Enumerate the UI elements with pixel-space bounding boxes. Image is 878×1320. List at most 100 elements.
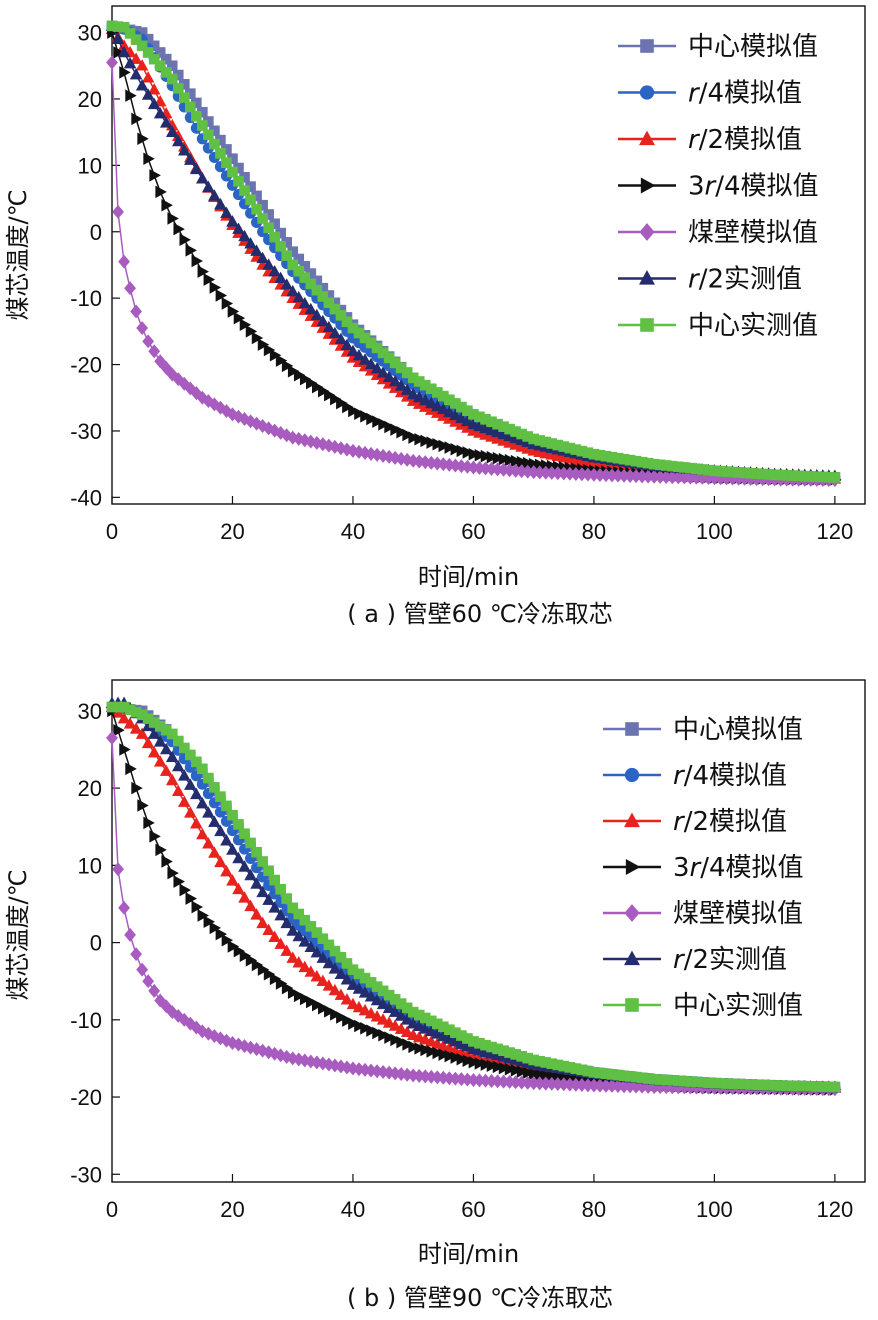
data-point [179,233,191,246]
data-point [366,412,378,426]
x-tick-label: 100 [696,519,733,544]
y-tick-label: -20 [70,353,102,378]
data-point [370,993,384,1006]
data-point [245,954,258,967]
data-point [323,297,335,309]
legend-marker [625,722,639,736]
data-point [112,862,124,877]
data-point [147,727,161,739]
x-axis-title: 时间/min [418,1240,519,1268]
data-point [443,405,456,418]
data-point [125,762,137,776]
data-point [202,837,215,849]
data-point [522,1066,535,1079]
data-point [178,795,191,807]
data-point [504,453,517,467]
legend-label: 中心模拟值 [688,32,818,62]
y-tick-label: -30 [70,1162,102,1187]
data-point [486,1059,499,1073]
x-tick-label: 20 [220,519,244,544]
data-point [118,254,130,269]
data-point [316,951,330,963]
data-point [178,144,191,156]
data-point [281,981,294,995]
y-tick-label: -10 [70,1008,102,1033]
legend-label: 3r/4模拟值 [688,172,819,202]
data-point [299,914,311,926]
data-point [190,817,203,829]
data-point [173,222,185,236]
data-point [125,89,137,102]
data-point [286,924,299,936]
data-point [257,213,268,224]
x-axis-title: 时间/min [418,563,519,591]
data-point [449,408,462,421]
legend-marker [624,767,640,783]
legend-marker [625,859,641,875]
data-point [305,278,317,290]
data-point [196,796,209,809]
data-point [328,326,342,339]
data-point [268,901,281,913]
data-point [184,778,197,790]
data-point [298,960,312,973]
data-point [269,349,282,362]
data-point [147,745,161,758]
data-point [312,380,324,394]
y-tick-label: 30 [78,21,102,46]
data-point [299,992,312,1006]
data-point [257,856,268,867]
data-point [251,958,264,972]
y-axis-title: 煤芯温度/℃ [4,189,32,320]
data-point [510,454,523,468]
data-point [474,448,487,462]
data-point [510,1064,523,1077]
data-point [263,222,274,234]
data-point [364,990,378,1002]
data-point [310,308,324,321]
x-tick-label: 120 [817,1197,854,1222]
data-point [280,916,293,929]
data-point [328,962,342,974]
data-point [172,759,185,772]
data-point [336,1011,348,1024]
data-point [119,743,131,756]
data-point [251,846,262,858]
data-point [364,357,378,370]
data-point [498,452,511,466]
data-point [298,935,312,947]
data-point [135,79,149,91]
data-point [275,354,288,367]
data-point [203,129,214,141]
data-point [480,1058,493,1071]
legend-label: 3r/4模拟值 [673,853,804,883]
data-point [376,366,390,378]
data-point [340,338,354,351]
data-point [286,951,299,963]
data-point [221,297,234,310]
data-point [185,749,196,761]
data-point [160,360,173,375]
data-point [160,53,172,65]
y-tick-label: 30 [78,699,102,724]
data-point [406,387,420,400]
data-point [233,944,246,958]
data-point [269,231,280,243]
data-point [197,909,209,922]
data-point [239,828,250,839]
data-point [317,291,329,302]
data-point [227,166,238,178]
data-point [159,764,173,776]
x-tick-label: 80 [582,1197,606,1222]
x-tick-label: 60 [461,1197,485,1222]
data-point [147,97,161,110]
data-point [299,372,312,386]
data-point [263,967,276,981]
data-point [310,969,324,982]
data-point [196,827,209,840]
data-point [425,396,438,409]
data-point [257,963,270,976]
data-point [184,153,197,165]
data-point [233,819,244,830]
data-point [388,1019,402,1031]
